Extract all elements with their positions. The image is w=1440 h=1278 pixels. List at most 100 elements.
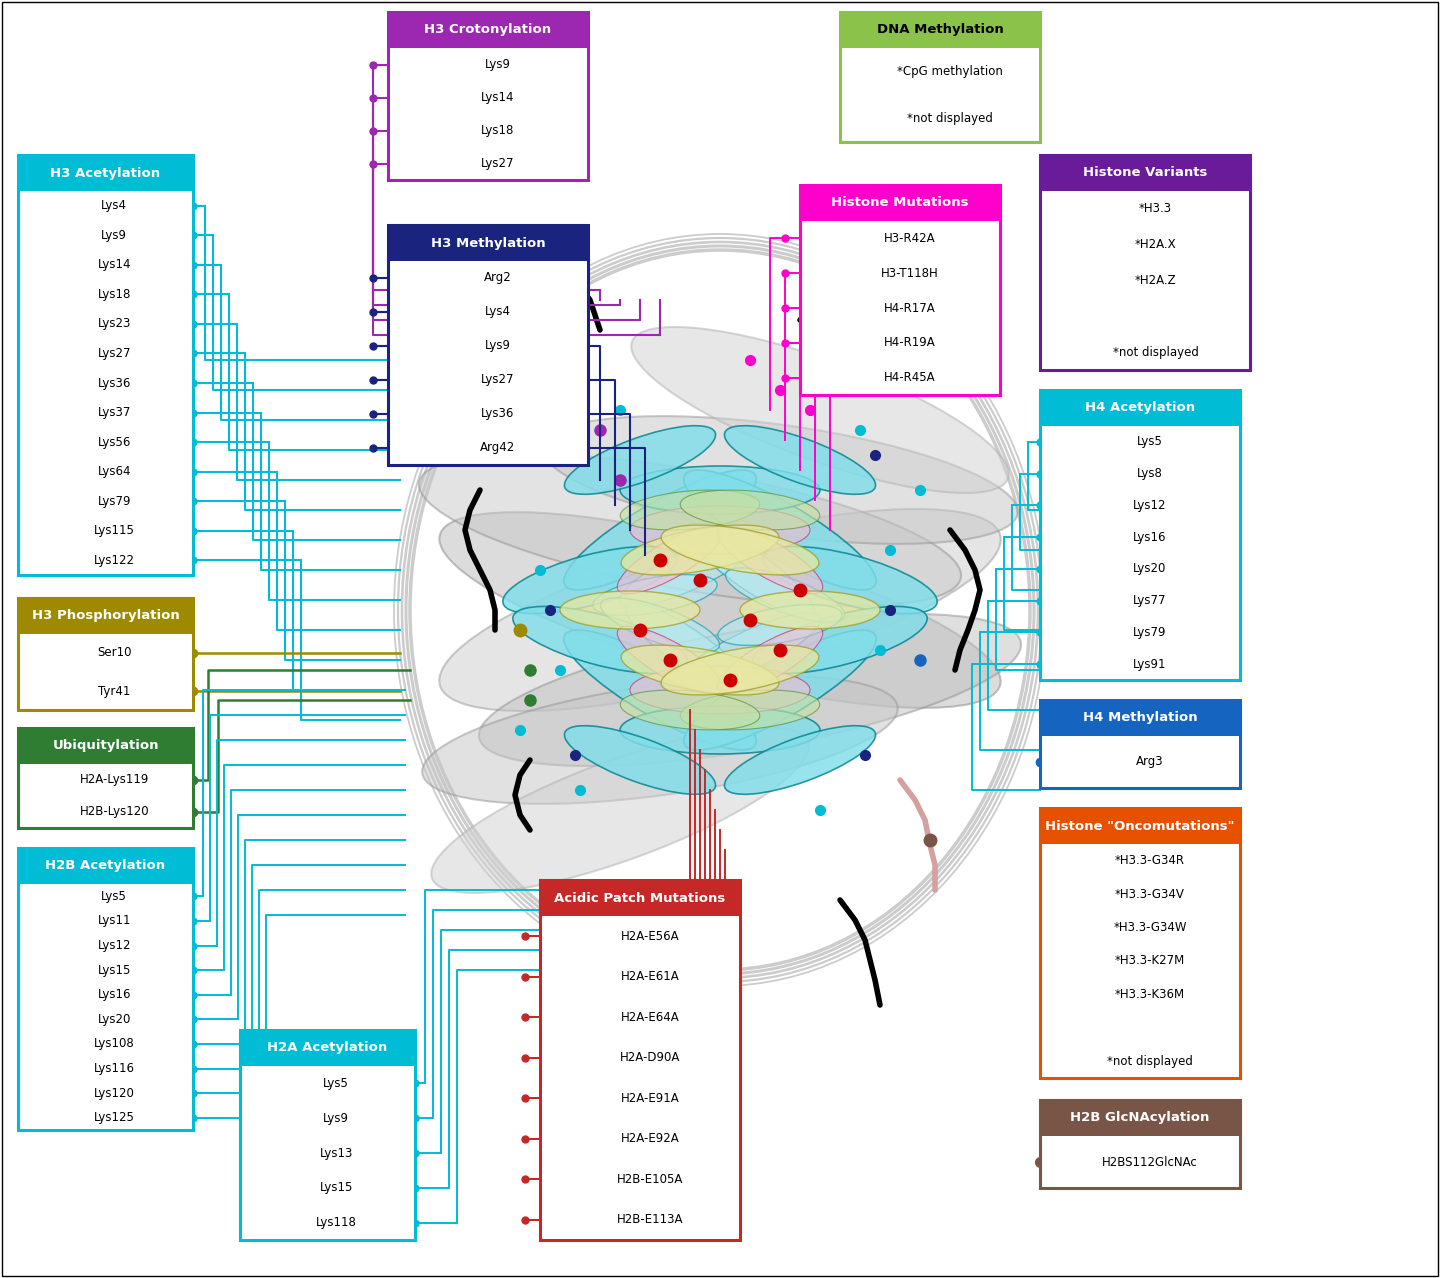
Ellipse shape (753, 607, 927, 674)
Text: Lys15: Lys15 (320, 1181, 353, 1195)
Text: Lys116: Lys116 (94, 1062, 135, 1075)
Ellipse shape (619, 533, 760, 607)
Text: Lys77: Lys77 (1133, 594, 1166, 607)
FancyBboxPatch shape (840, 12, 1040, 49)
Text: Lys4: Lys4 (485, 305, 511, 318)
Text: Lys9: Lys9 (323, 1112, 350, 1125)
Text: Lys56: Lys56 (98, 436, 131, 449)
Ellipse shape (432, 727, 809, 893)
Ellipse shape (600, 598, 720, 652)
Text: Histone Mutations: Histone Mutations (831, 197, 969, 210)
Text: H4 Acetylation: H4 Acetylation (1084, 401, 1195, 414)
Text: Lys108: Lys108 (94, 1038, 134, 1051)
Ellipse shape (621, 491, 760, 530)
Text: Lys20: Lys20 (98, 1012, 131, 1026)
FancyBboxPatch shape (1040, 390, 1240, 426)
Text: H2A-E64A: H2A-E64A (621, 1011, 680, 1024)
Text: H2A-E61A: H2A-E61A (621, 970, 680, 983)
Text: *not displayed: *not displayed (1113, 345, 1198, 359)
Ellipse shape (439, 512, 1001, 708)
Ellipse shape (724, 426, 876, 495)
Ellipse shape (685, 523, 814, 617)
Text: Lys16: Lys16 (98, 988, 131, 1001)
Text: H2A-D90A: H2A-D90A (619, 1052, 680, 1065)
Ellipse shape (680, 613, 821, 686)
Text: Histone "Oncomutations": Histone "Oncomutations" (1045, 819, 1234, 832)
Text: Arg3: Arg3 (1136, 755, 1164, 768)
FancyBboxPatch shape (17, 849, 193, 884)
Text: H3-T118H: H3-T118H (881, 267, 939, 280)
FancyBboxPatch shape (1040, 155, 1250, 190)
Text: Lys79: Lys79 (98, 495, 131, 507)
Ellipse shape (661, 645, 819, 695)
Text: Lys14: Lys14 (98, 258, 131, 271)
Text: *not displayed: *not displayed (1107, 1054, 1192, 1068)
Ellipse shape (560, 590, 700, 629)
Text: Tyr41: Tyr41 (98, 685, 131, 698)
Text: Lys23: Lys23 (98, 317, 131, 331)
FancyBboxPatch shape (240, 1030, 415, 1240)
Text: *H3.3-K27M: *H3.3-K27M (1115, 955, 1185, 967)
FancyBboxPatch shape (840, 12, 1040, 142)
FancyBboxPatch shape (540, 881, 740, 1240)
Ellipse shape (621, 690, 760, 730)
FancyBboxPatch shape (1040, 700, 1240, 789)
FancyBboxPatch shape (801, 185, 999, 221)
Text: *H3.3-K36M: *H3.3-K36M (1115, 988, 1185, 1001)
Ellipse shape (422, 676, 897, 804)
FancyBboxPatch shape (1040, 1100, 1240, 1189)
Text: H4-R45A: H4-R45A (884, 371, 936, 385)
FancyBboxPatch shape (387, 225, 588, 465)
FancyBboxPatch shape (1040, 155, 1250, 371)
Text: Lys4: Lys4 (101, 199, 127, 212)
Text: Lys18: Lys18 (98, 288, 131, 300)
FancyBboxPatch shape (17, 155, 193, 575)
Text: Histone Variants: Histone Variants (1083, 166, 1207, 179)
Text: H3 Phosphorylation: H3 Phosphorylation (32, 610, 180, 622)
FancyBboxPatch shape (540, 881, 740, 916)
Text: *H3.3: *H3.3 (1139, 202, 1172, 216)
FancyBboxPatch shape (1040, 808, 1240, 1079)
FancyBboxPatch shape (1040, 808, 1240, 843)
Text: H3 Crotonylation: H3 Crotonylation (425, 23, 552, 37)
Text: *H3.3-G34W: *H3.3-G34W (1113, 921, 1187, 934)
Text: H3 Methylation: H3 Methylation (431, 236, 546, 249)
Ellipse shape (621, 645, 779, 695)
Text: H2B-Lys120: H2B-Lys120 (79, 805, 150, 818)
Ellipse shape (621, 525, 779, 575)
Text: Lys14: Lys14 (481, 91, 514, 104)
Text: Ubiquitylation: Ubiquitylation (52, 740, 158, 753)
Ellipse shape (719, 604, 842, 645)
Ellipse shape (661, 525, 819, 575)
Ellipse shape (724, 726, 876, 795)
Ellipse shape (684, 470, 877, 590)
Text: Lys11: Lys11 (98, 914, 131, 928)
FancyBboxPatch shape (387, 12, 588, 180)
Text: Lys27: Lys27 (481, 157, 514, 170)
Text: Lys122: Lys122 (94, 553, 135, 566)
Text: Lys37: Lys37 (98, 406, 131, 419)
Text: H2A-Lys119: H2A-Lys119 (79, 773, 148, 786)
Text: H3-R42A: H3-R42A (884, 231, 936, 245)
Text: H2A Acetylation: H2A Acetylation (268, 1042, 387, 1054)
Ellipse shape (480, 613, 1021, 766)
Text: Lys5: Lys5 (101, 889, 127, 902)
FancyBboxPatch shape (240, 1030, 415, 1066)
Ellipse shape (621, 705, 819, 754)
Text: H3 Acetylation: H3 Acetylation (50, 166, 161, 179)
Ellipse shape (419, 454, 960, 606)
Text: Lys27: Lys27 (98, 346, 131, 360)
FancyBboxPatch shape (17, 598, 193, 634)
FancyBboxPatch shape (1040, 700, 1240, 736)
Text: Lys27: Lys27 (481, 373, 514, 386)
Text: Lys15: Lys15 (98, 964, 131, 976)
Text: *H3.3-G34R: *H3.3-G34R (1115, 854, 1185, 868)
Text: Lys16: Lys16 (1133, 530, 1166, 543)
Text: *H2A.Z: *H2A.Z (1135, 273, 1176, 288)
Text: H2B-E113A: H2B-E113A (616, 1213, 683, 1227)
FancyBboxPatch shape (17, 728, 193, 828)
Text: Lys118: Lys118 (315, 1217, 357, 1229)
FancyBboxPatch shape (17, 155, 193, 190)
Ellipse shape (618, 626, 723, 694)
Text: H2BS112GlcNAc: H2BS112GlcNAc (1102, 1155, 1198, 1168)
